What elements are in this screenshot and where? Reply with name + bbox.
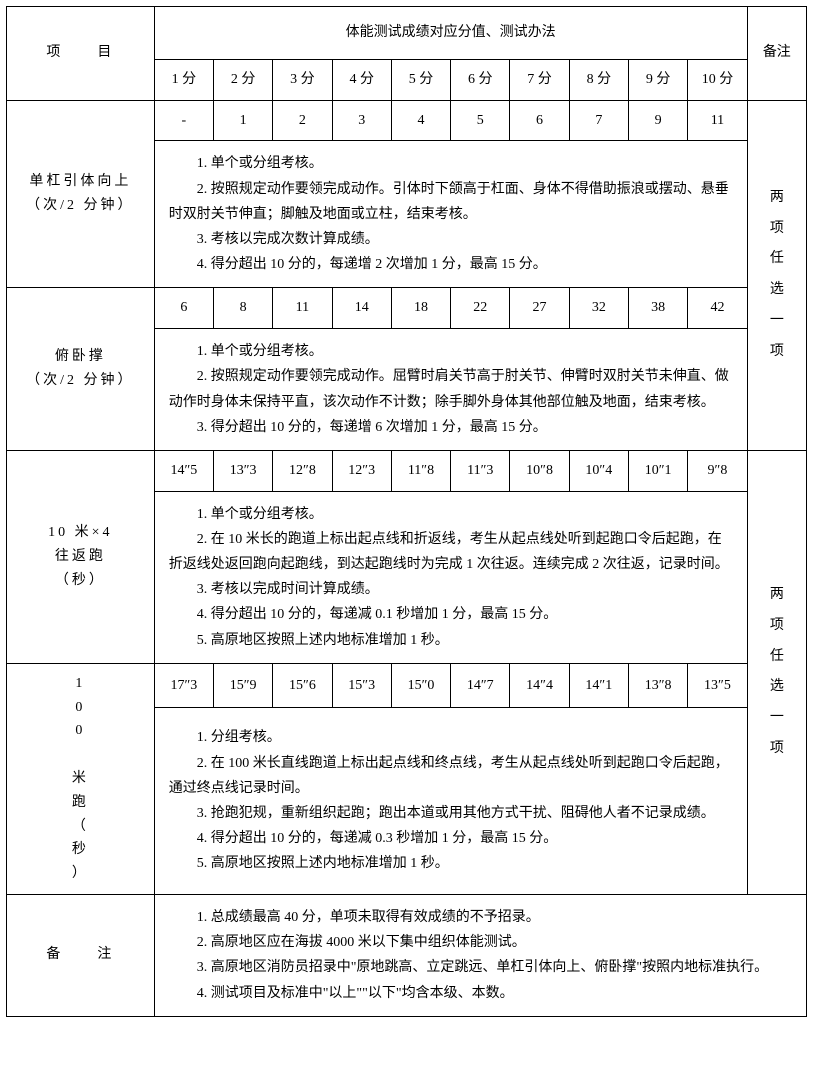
pushup-v4: 14 — [332, 288, 391, 329]
shuttle-v2: 13″3 — [214, 450, 273, 491]
shuttle-desc: 1. 单个或分组考核。2. 在 10 米长的跑道上标出起点线和折返线，考生从起点… — [154, 491, 747, 663]
pullup-v3: 2 — [273, 100, 332, 141]
100m-desc: 1. 分组考核。2. 在 100 米长直线跑道上标出起点线和终点线，考生从起点线… — [154, 708, 747, 895]
pullup-v6: 5 — [451, 100, 510, 141]
footer-label: 备 注 — [7, 894, 155, 1016]
shuttle-v5: 11″8 — [391, 450, 450, 491]
shuttle-v10: 9″8 — [688, 450, 747, 491]
pushup-v6: 22 — [451, 288, 510, 329]
score-col-6: 6 分 — [451, 59, 510, 100]
pullup-v7: 6 — [510, 100, 569, 141]
score-col-2: 2 分 — [214, 59, 273, 100]
pullup-v8: 7 — [569, 100, 628, 141]
shuttle-v7: 10″8 — [510, 450, 569, 491]
score-col-3: 3 分 — [273, 59, 332, 100]
group-remark-2: 两项任选一项 — [747, 450, 806, 894]
header-remark: 备注 — [747, 7, 806, 101]
pushup-v2: 8 — [214, 288, 273, 329]
pullup-desc: 1. 单个或分组考核。2. 按照规定动作要领完成动作。引体时下颌高于杠面、身体不… — [154, 141, 747, 288]
pullup-v1: - — [154, 100, 213, 141]
project-pushup: 俯卧撑（次/2 分钟） — [7, 288, 155, 451]
shuttle-v6: 11″3 — [451, 450, 510, 491]
100m-v6: 14″7 — [451, 663, 510, 707]
header-project: 项 目 — [7, 7, 155, 101]
100m-v10: 13″5 — [688, 663, 747, 707]
score-col-4: 4 分 — [332, 59, 391, 100]
pushup-v1: 6 — [154, 288, 213, 329]
score-col-1: 1 分 — [154, 59, 213, 100]
pullup-v4: 3 — [332, 100, 391, 141]
score-col-9: 9 分 — [628, 59, 687, 100]
pushup-v3: 11 — [273, 288, 332, 329]
shuttle-v4: 12″3 — [332, 450, 391, 491]
100m-v3: 15″6 — [273, 663, 332, 707]
pushup-v5: 18 — [391, 288, 450, 329]
shuttle-v3: 12″8 — [273, 450, 332, 491]
pushup-desc: 1. 单个或分组考核。2. 按照规定动作要领完成动作。屈臂时肩关节高于肘关节、伸… — [154, 329, 747, 451]
group-remark-1: 两项任选一项 — [747, 100, 806, 450]
shuttle-v8: 10″4 — [569, 450, 628, 491]
project-pullup: 单杠引体向上（次/2 分钟） — [7, 100, 155, 288]
pushup-v9: 38 — [628, 288, 687, 329]
100m-v8: 14″1 — [569, 663, 628, 707]
score-col-8: 8 分 — [569, 59, 628, 100]
pushup-v10: 42 — [688, 288, 747, 329]
project-shuttle: 10 米×4往返跑（秒） — [7, 450, 155, 663]
100m-v5: 15″0 — [391, 663, 450, 707]
100m-v7: 14″4 — [510, 663, 569, 707]
100m-v2: 15″9 — [214, 663, 273, 707]
pushup-v7: 27 — [510, 288, 569, 329]
shuttle-v1: 14″5 — [154, 450, 213, 491]
footer-desc: 1. 总成绩最高 40 分，单项未取得有效成绩的不予招录。2. 高原地区应在海拔… — [154, 894, 806, 1016]
pullup-v2: 1 — [214, 100, 273, 141]
project-100m: 100 米跑（秒） — [7, 663, 155, 894]
pullup-v10: 11 — [688, 100, 747, 141]
100m-v1: 17″3 — [154, 663, 213, 707]
header-scores-title: 体能测试成绩对应分值、测试办法 — [154, 7, 747, 60]
100m-v4: 15″3 — [332, 663, 391, 707]
100m-v9: 13″8 — [628, 663, 687, 707]
score-col-10: 10 分 — [688, 59, 747, 100]
score-col-5: 5 分 — [391, 59, 450, 100]
fitness-test-table: 项 目 体能测试成绩对应分值、测试办法 备注 1 分 2 分 3 分 4 分 5… — [6, 6, 807, 1017]
pushup-v8: 32 — [569, 288, 628, 329]
shuttle-v9: 10″1 — [628, 450, 687, 491]
score-col-7: 7 分 — [510, 59, 569, 100]
pullup-v9: 9 — [628, 100, 687, 141]
pullup-v5: 4 — [391, 100, 450, 141]
